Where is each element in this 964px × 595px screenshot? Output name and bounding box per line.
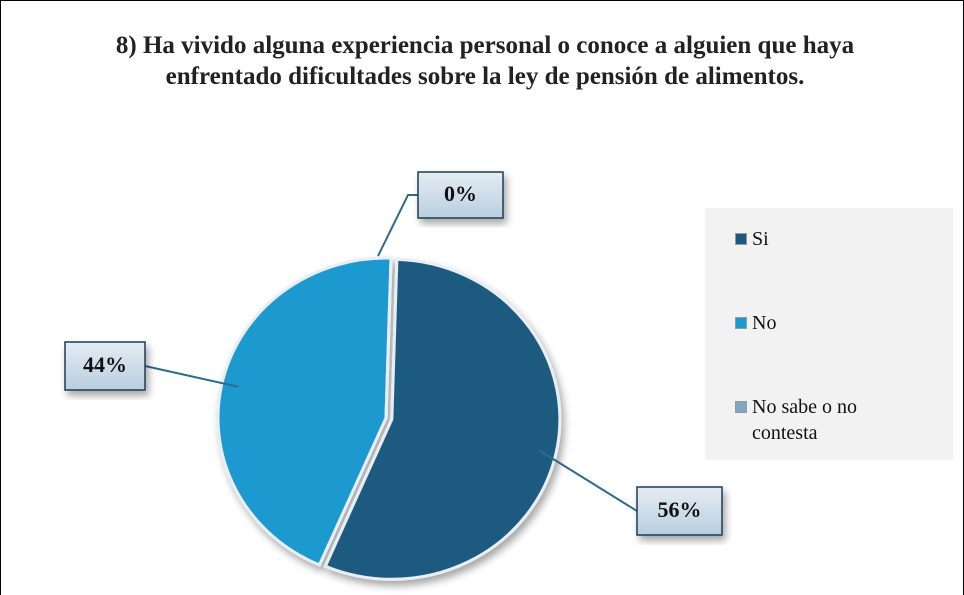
pie [216, 256, 562, 581]
data-label: 44% [83, 352, 127, 377]
pie-slice [323, 257, 562, 581]
legend-swatch [735, 401, 747, 413]
legend-entry: Si [735, 226, 935, 252]
leader-line [144, 365, 239, 388]
legend: Si No No sabe o no contesta [705, 208, 953, 460]
legend-label: No [752, 312, 777, 334]
leader-line [538, 449, 638, 512]
data-label-box [636, 486, 723, 536]
legend-swatch [735, 233, 747, 245]
data-label: 0% [444, 181, 477, 206]
legend-swatch [735, 317, 747, 329]
legend-label: No sabe o no contesta [752, 396, 857, 444]
leader-line [377, 194, 418, 257]
data-label: 56% [658, 497, 702, 522]
legend-label: Si [752, 228, 769, 250]
data-label-box [417, 171, 504, 219]
pie-slice [384, 258, 393, 419]
data-label-box [64, 341, 146, 391]
chart-title: 8) Ha vivido alguna experiencia personal… [115, 32, 855, 90]
legend-entry: No sabe o no contesta [735, 394, 935, 446]
legend-entry: No [735, 310, 935, 336]
